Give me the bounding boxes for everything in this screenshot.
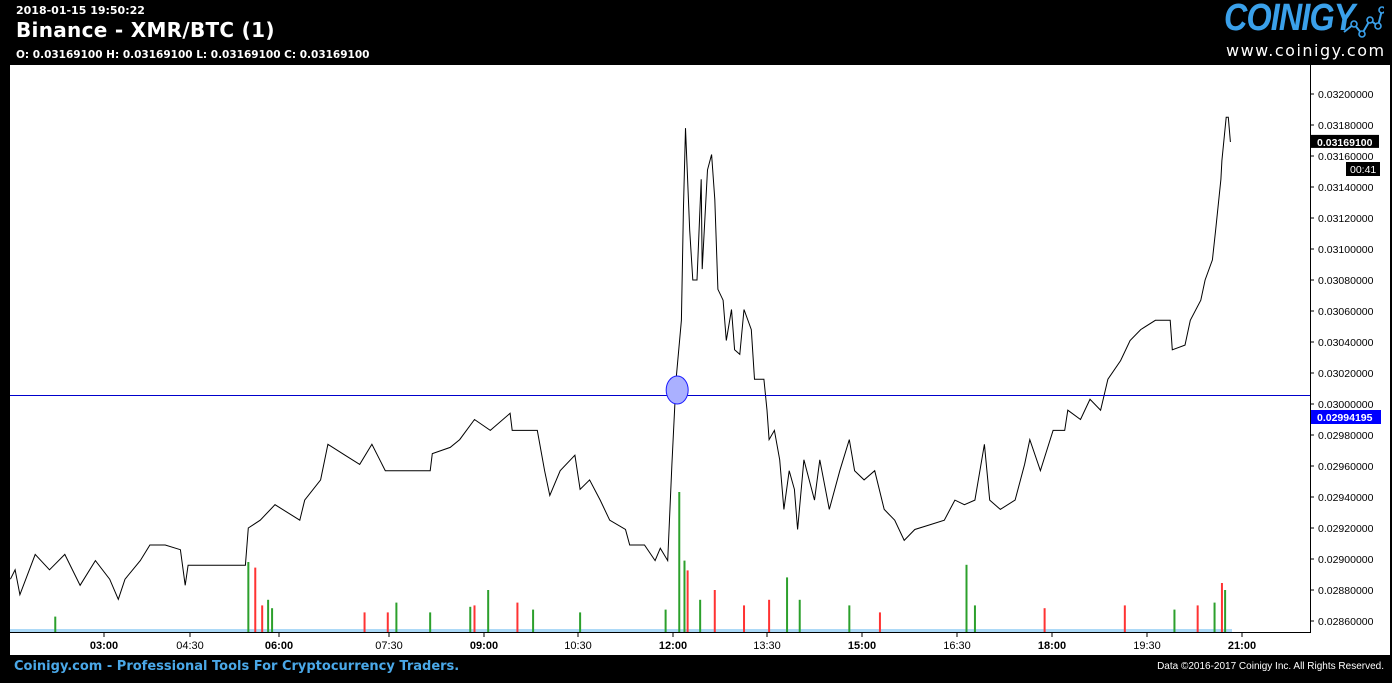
price-tick-label: 0.02860000 [1318, 616, 1374, 628]
volume-bar [261, 605, 264, 632]
volume-bar [1043, 608, 1046, 632]
last-price-text: 0.03169100 [1317, 137, 1373, 149]
price-tick-label: 0.02960000 [1318, 461, 1374, 473]
volume-bar [664, 609, 667, 632]
volume-bar [247, 562, 250, 632]
volume-bar [678, 492, 681, 632]
chart-growth-icon [1343, 6, 1384, 38]
time-tick-label: 19:30 [1133, 640, 1161, 652]
left-border [0, 65, 10, 655]
price-tick-label: 0.03020000 [1318, 368, 1374, 380]
price-chart[interactable]: 0.02860000 0.02880000 0.02900000 0.02920000… [0, 65, 1392, 655]
time-tick-label: 13:30 [753, 640, 781, 652]
volume-bar [713, 590, 716, 632]
volume-bar [267, 599, 270, 632]
price-tick-label: 0.02920000 [1318, 523, 1374, 535]
time-axis: 03:00 04:30 06:00 07:30 09:00 10:30 12:00 13:30… [90, 633, 1256, 652]
volume-bar [1220, 583, 1223, 632]
volume-bar [1196, 605, 1199, 632]
volume-bar [878, 612, 881, 632]
price-tick-label: 0.02940000 [1318, 492, 1374, 504]
crosshair-price-label: 0.02994195 [1311, 410, 1381, 424]
cursor-marker[interactable] [665, 375, 689, 405]
price-tick-label: 0.03120000 [1318, 213, 1374, 225]
candle-countdown: 00:41 [1346, 162, 1380, 176]
volume-bar [848, 605, 851, 632]
volume-bar [429, 612, 432, 632]
ohlc-readout: O: 0.03169100 H: 0.03169100 L: 0.0316910… [16, 49, 370, 61]
volume-bar [54, 616, 57, 632]
price-tick-label: 0.03040000 [1318, 337, 1374, 349]
price-tick-label: 0.02980000 [1318, 430, 1374, 442]
volume-bar [699, 599, 702, 632]
volume-bar [683, 560, 686, 632]
price-tick-label: 0.02900000 [1318, 554, 1374, 566]
price-line [9, 116, 1231, 601]
logo-url: www.coinigy.com [1226, 41, 1386, 60]
volume-bar [386, 612, 389, 632]
volume-bar [743, 605, 746, 632]
page-title: Binance - XMR/BTC (1) [16, 18, 275, 42]
price-tick-label: 0.03140000 [1318, 182, 1374, 194]
volume-average-band [10, 629, 1232, 632]
price-tick-label: 0.03000000 [1318, 399, 1374, 411]
time-tick-label: 15:00 [848, 640, 876, 652]
time-tick-label: 09:00 [470, 640, 498, 652]
footer-tagline[interactable]: Coinigy.com - Professional Tools For Cry… [14, 659, 460, 674]
chart-header: 2018-01-15 19:50:22 Binance - XMR/BTC (1… [0, 0, 1392, 65]
time-tick-label: 04:30 [176, 640, 204, 652]
price-tick-label: 0.03060000 [1318, 306, 1374, 318]
volume-bar [487, 590, 490, 632]
time-tick-label: 21:00 [1228, 640, 1256, 652]
price-tick-label: 0.03080000 [1318, 275, 1374, 287]
volume-bar [579, 612, 582, 632]
volume-bar [768, 599, 771, 632]
volume-bar [1123, 605, 1126, 632]
time-tick-label: 06:00 [265, 640, 293, 652]
time-tick-label: 10:30 [564, 640, 592, 652]
logo-word: COINIGY [1224, 0, 1355, 39]
price-axis: 0.02860000 0.02880000 0.02900000 0.02920000… [1310, 89, 1374, 628]
volume-bar [516, 602, 519, 632]
time-tick-label: 12:00 [659, 640, 687, 652]
volume-bar [469, 606, 472, 632]
volume-bar [532, 609, 535, 632]
volume-bar [965, 564, 968, 632]
price-tick-label: 0.02880000 [1318, 585, 1374, 597]
volume-bar [473, 605, 476, 632]
right-border [1390, 65, 1392, 655]
volume-bar [254, 567, 257, 632]
last-price-label: 0.03169100 [1311, 134, 1379, 149]
price-tick-label: 0.03100000 [1318, 244, 1374, 256]
time-tick-label: 16:30 [943, 640, 971, 652]
price-tick-label: 0.03200000 [1318, 89, 1374, 101]
timestamp: 2018-01-15 19:50:22 [16, 4, 145, 17]
chart-background [10, 65, 1390, 655]
price-tick-label: 0.03180000 [1318, 120, 1374, 132]
volume-bar [973, 605, 976, 632]
time-tick-label: 18:00 [1038, 640, 1066, 652]
time-tick-label: 07:30 [375, 640, 403, 652]
volume-bars [10, 492, 1232, 632]
countdown-text: 00:41 [1350, 164, 1376, 176]
coinigy-logo: COINIGY www.coinigy.com [1208, 0, 1386, 62]
volume-bar [1213, 602, 1216, 632]
volume-bar [363, 612, 366, 632]
footer-copyright: Data ©2016-2017 Coinigy Inc. All Rights … [1157, 661, 1384, 672]
time-tick-label: 03:00 [90, 640, 118, 652]
volume-bar [798, 599, 801, 632]
crosshair-price-text: 0.02994195 [1317, 412, 1373, 424]
volume-bar [1173, 609, 1176, 632]
volume-bar [271, 608, 274, 632]
volume-bar [1224, 590, 1227, 632]
volume-bar [686, 570, 689, 632]
volume-bar [395, 602, 398, 632]
volume-bar [786, 577, 789, 632]
price-tick-label: 0.03160000 [1318, 151, 1374, 163]
